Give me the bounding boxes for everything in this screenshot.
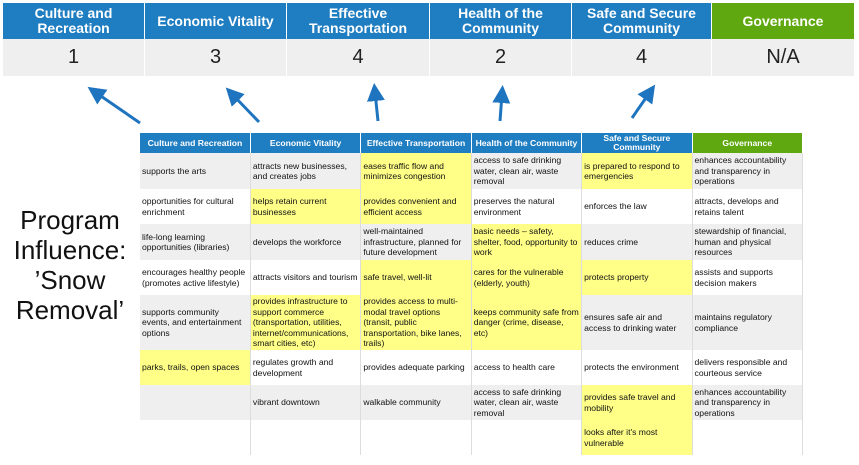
summary-header: Governance	[712, 3, 855, 39]
table-cell: provides infrastructure to support comme…	[250, 295, 362, 350]
summary-score: 2	[430, 39, 572, 76]
table-row: vibrant downtown walkable community access…	[140, 385, 804, 420]
table-cell: well-maintained infrastructure, planned …	[360, 224, 472, 260]
summary-score: 1	[3, 39, 145, 76]
table-cell: regulates growth and development	[250, 350, 362, 385]
table-cell: basic needs – safety, shelter, food, opp…	[471, 224, 583, 260]
table-header: Governance	[692, 133, 804, 153]
table-row: supports community events, and entertain…	[140, 295, 804, 350]
table-cell: protects the environment	[581, 350, 693, 385]
table-cell: is prepared to respond to emergencies	[581, 153, 693, 189]
table-cell: delivers responsible and courteous servi…	[692, 350, 804, 385]
table-header: Health of the Community	[471, 133, 583, 153]
influence-table: Culture and Recreation Economic Vitality E…	[140, 133, 804, 455]
table-cell	[471, 420, 583, 455]
arrows	[87, 83, 656, 125]
summary-score: 3	[145, 39, 287, 76]
table-cell: attracts, develops and retains talent	[692, 189, 804, 224]
table-cell: provides safe travel and mobility	[581, 385, 693, 420]
table-cell: access to safe drinking water, clean air…	[471, 385, 583, 420]
table-row: encourages healthy people (promotes acti…	[140, 260, 804, 295]
summary-header: Economic Vitality	[145, 3, 287, 39]
arrow-health	[492, 85, 511, 122]
table-cell: eases traffic flow and minimizes congest…	[360, 153, 472, 189]
program-influence-label: Program Influence: ’Snow Removal’	[13, 205, 127, 325]
table-row: supports the arts attracts new businesses…	[140, 153, 804, 189]
table-cell: protects property	[581, 260, 693, 295]
table-cell: vibrant downtown	[250, 385, 362, 420]
table-cell: provides convenient and efficient access	[360, 189, 472, 224]
table-cell: attracts visitors and tourism	[250, 260, 362, 295]
table-cell: opportunities for cultural enrichment	[140, 189, 251, 224]
table-cell: stewardship of financial, human and phys…	[692, 224, 804, 260]
table-cell: safe travel, well-lit	[360, 260, 472, 295]
table-header: Safe and Secure Community	[581, 133, 693, 153]
table-cell: walkable community	[360, 385, 472, 420]
summary-header: Culture and Recreation	[3, 3, 145, 39]
table-cell: assists and supports decision makers	[692, 260, 804, 295]
table-header: Economic Vitality	[250, 133, 362, 153]
table-cell: develops the workforce	[250, 224, 362, 260]
table-row: looks after it's most vulnerable	[140, 420, 804, 455]
table-cell	[140, 420, 251, 455]
summary-score: N/A	[712, 39, 855, 76]
table-cell: reduces crime	[581, 224, 693, 260]
table-cell: keeps community safe from danger (crime,…	[471, 295, 583, 350]
table-header: Effective Transportation	[360, 133, 472, 153]
table-row: opportunities for cultural enrichment hel…	[140, 189, 804, 224]
table-cell: enhances accountability and transparency…	[692, 153, 804, 189]
table-cell: ensures safe air and access to drinking …	[581, 295, 693, 350]
table-cell: supports community events, and entertain…	[140, 295, 251, 350]
summary-header: Safe and Secure Community	[572, 3, 712, 39]
table-cell: encourages healthy people (promotes acti…	[140, 260, 251, 295]
arrow-safe	[630, 84, 656, 119]
table-cell: preserves the natural environment	[471, 189, 583, 224]
table-cell: access to health care	[471, 350, 583, 385]
table-cell	[250, 420, 362, 455]
summary-header: Health of the Community	[430, 3, 572, 39]
table-row: life-long learning opportunities (librar…	[140, 224, 804, 260]
table-cell: enhances accountability and transparency…	[692, 385, 804, 420]
summary-scores: Culture and Recreation 1 Economic Vitality…	[3, 3, 855, 76]
table-cell: enforces the law	[581, 189, 693, 224]
table-cell: helps retain current businesses	[250, 189, 362, 224]
arrow-transport	[366, 83, 385, 122]
table-cell: cares for the vulnerable (elderly, youth…	[471, 260, 583, 295]
table-header: Culture and Recreation	[140, 133, 251, 153]
arrow-culture	[87, 86, 141, 125]
summary-score: 4	[572, 39, 712, 76]
table-cell: looks after it's most vulnerable	[581, 420, 693, 455]
table-cell: access to safe drinking water, clean air…	[471, 153, 583, 189]
arrow-economic	[225, 87, 261, 124]
table-cell: parks, trails, open spaces	[140, 350, 251, 385]
table-cell: attracts new businesses, and creates job…	[250, 153, 362, 189]
summary-header: Effective Transportation	[287, 3, 430, 39]
summary-score: 4	[287, 39, 430, 76]
table-cell: maintains regulatory compliance	[692, 295, 804, 350]
table-cell	[140, 385, 251, 420]
table-cell: life-long learning opportunities (librar…	[140, 224, 251, 260]
table-cell: provides access to multi-modal travel op…	[360, 295, 472, 350]
table-cell: provides adequate parking	[360, 350, 472, 385]
table-cell: supports the arts	[140, 153, 251, 189]
table-cell	[360, 420, 472, 455]
table-cell	[692, 420, 804, 455]
table-row: parks, trails, open spaces regulates grow…	[140, 350, 804, 385]
